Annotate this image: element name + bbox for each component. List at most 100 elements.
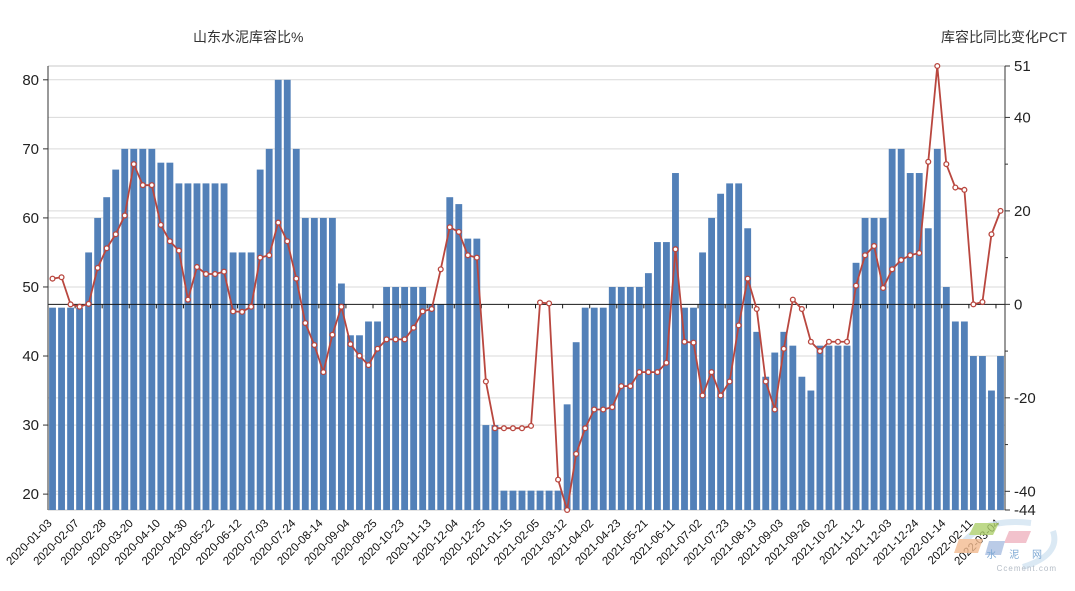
bar: [67, 307, 74, 510]
bar: [979, 356, 986, 510]
bar: [446, 197, 454, 510]
bar: [726, 183, 734, 510]
bar: [635, 286, 643, 510]
bar: [410, 286, 418, 510]
line-point: [907, 252, 914, 259]
left-axis-tick-label: 30: [22, 417, 39, 434]
bar: [482, 425, 490, 510]
line-point: [49, 275, 56, 282]
bar: [771, 352, 779, 510]
line-point: [329, 331, 336, 338]
line-point: [491, 425, 498, 432]
line-point: [934, 62, 941, 70]
line-point: [293, 275, 300, 282]
bar: [229, 252, 237, 510]
line-point: [871, 242, 878, 249]
line-point: [58, 274, 65, 281]
bar: [644, 273, 652, 510]
bar: [175, 183, 183, 510]
line-point: [771, 406, 778, 413]
line-point: [76, 303, 83, 310]
bar: [103, 197, 111, 510]
line-point: [518, 425, 526, 432]
line-point: [257, 254, 264, 261]
left-axis-tick-label: 70: [22, 141, 39, 158]
bar: [374, 321, 381, 510]
line-point: [338, 303, 345, 310]
watermark-name: 水 泥 网: [986, 550, 1047, 561]
line-point: [618, 383, 625, 390]
line-point: [401, 336, 408, 343]
bar: [572, 342, 580, 510]
line-point: [446, 224, 453, 231]
bar: [328, 217, 336, 510]
bar: [789, 345, 797, 510]
line-point: [663, 359, 670, 366]
line-point: [889, 266, 896, 273]
line-point: [184, 296, 191, 303]
line-point: [862, 252, 869, 259]
line-point: [166, 238, 173, 245]
line-point: [564, 506, 571, 514]
line-point: [464, 252, 471, 259]
line-point: [437, 266, 444, 273]
bars-series: [49, 79, 1004, 511]
right-axis-tick-label: -20: [1014, 390, 1036, 407]
bar: [419, 286, 427, 510]
bar: [681, 307, 688, 510]
line-point: [536, 299, 544, 306]
bar: [256, 169, 264, 510]
bar: [310, 217, 318, 510]
line-point: [726, 378, 733, 385]
line-point: [112, 231, 119, 238]
bar: [816, 345, 824, 510]
bar: [121, 148, 129, 511]
bar: [184, 183, 192, 510]
left-axis-tick-label: 60: [22, 210, 39, 227]
bar: [735, 183, 743, 510]
yoy-line-markers: [49, 62, 1004, 514]
line-point: [943, 161, 950, 168]
line-point: [843, 338, 851, 345]
left-axis-tick-label: 80: [22, 72, 39, 89]
bar: [663, 242, 670, 510]
bar: [148, 148, 156, 511]
line-point: [717, 392, 724, 399]
line-point: [744, 275, 751, 282]
bar: [356, 335, 363, 510]
line-point: [699, 392, 706, 399]
bar: [211, 183, 219, 510]
right-axis-tick-label: 51: [1014, 58, 1031, 75]
line-point: [356, 352, 363, 359]
bar: [545, 490, 553, 510]
bar: [708, 217, 715, 510]
line-point: [473, 254, 480, 261]
bar: [933, 148, 941, 511]
bar: [870, 217, 878, 510]
bar: [753, 331, 761, 510]
line-point: [410, 324, 417, 331]
line-point: [816, 348, 823, 355]
line-point: [374, 345, 381, 352]
left-axis-tick-label: 40: [22, 348, 39, 365]
line-point: [961, 186, 968, 193]
bar: [428, 304, 436, 510]
bar: [780, 331, 788, 510]
right-axis-title: 库容比同比变化PCT: [941, 29, 1067, 45]
line-point: [121, 212, 128, 219]
line-point: [221, 268, 228, 275]
bar: [473, 238, 481, 510]
bar: [365, 321, 372, 510]
bar: [825, 345, 833, 510]
bar: [49, 307, 56, 510]
line-point: [555, 476, 562, 483]
bar: [563, 404, 571, 510]
bar: [906, 173, 914, 510]
bar: [617, 286, 625, 510]
line-point: [708, 369, 715, 376]
line-point: [94, 264, 101, 271]
line-point: [609, 404, 616, 411]
line-point: [672, 246, 679, 253]
